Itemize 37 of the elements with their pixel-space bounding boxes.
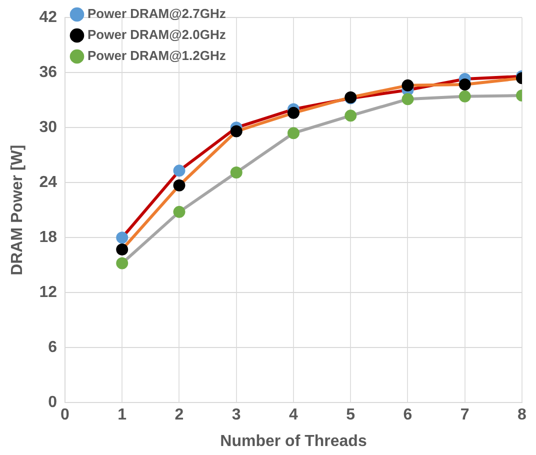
x-tick-label: 4	[289, 406, 298, 424]
y-tick-label: 18	[39, 229, 58, 246]
point	[173, 206, 186, 218]
y-axis-title: DRAM Power [W]	[9, 144, 26, 276]
legend-label: Power DRAM@2.7GHz	[87, 6, 226, 22]
point	[344, 110, 357, 122]
point	[458, 78, 471, 91]
point	[116, 244, 128, 256]
y-tick-label: 0	[48, 394, 58, 412]
x-tick-label: 5	[346, 406, 356, 424]
x-tick-label: 1	[118, 406, 127, 424]
x-tick-label: 6	[403, 406, 412, 424]
point	[173, 164, 186, 177]
point	[402, 79, 414, 92]
point	[230, 125, 242, 138]
y-tick-label: 12	[39, 284, 58, 302]
point	[230, 166, 242, 179]
point	[116, 257, 128, 270]
y-tick-label: 30	[39, 119, 58, 136]
point	[402, 93, 414, 106]
y-tick-label: 24	[39, 174, 58, 192]
legend-label: Power DRAM@2.0GHz	[87, 27, 226, 42]
y-tick-label: 42	[39, 9, 58, 26]
x-tick-label: 7	[460, 406, 470, 424]
legend-label: Power DRAM@1.2GHz	[87, 48, 226, 64]
point	[116, 232, 128, 244]
point	[288, 106, 300, 119]
y-tick-label: 6	[48, 339, 58, 356]
point	[173, 179, 186, 192]
y-tick-label: 36	[39, 64, 58, 82]
x-tick-label: 3	[232, 406, 241, 424]
point	[458, 90, 471, 102]
x-axis-title: Number of Threads	[220, 432, 367, 450]
point	[288, 127, 300, 140]
x-tick-label: 8	[518, 406, 527, 424]
x-tick-label: 0	[60, 406, 70, 424]
x-tick-label: 2	[174, 406, 184, 424]
